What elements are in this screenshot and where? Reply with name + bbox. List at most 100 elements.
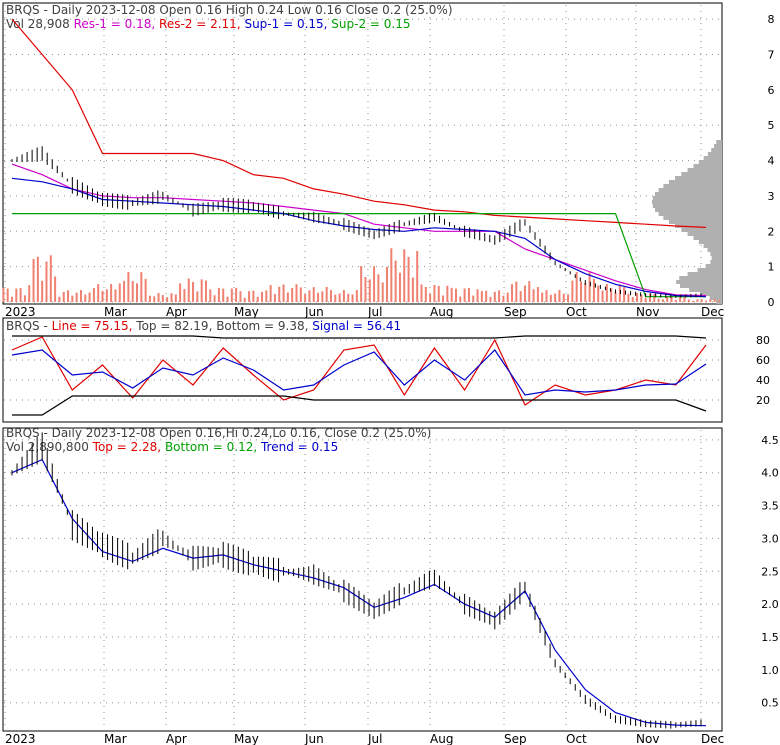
x-tick-label: Sep <box>504 732 527 745</box>
x-tick-label: Apr <box>166 732 187 745</box>
volume-bar <box>347 293 350 302</box>
volume-bar <box>424 286 427 302</box>
volume-bar <box>278 286 281 302</box>
y-tick-label: 1 <box>768 261 775 274</box>
volume-bar <box>610 288 613 302</box>
volume-bar <box>592 279 595 302</box>
volume-bar <box>36 256 39 302</box>
volume-bar <box>700 299 703 302</box>
volume-bar <box>528 281 531 302</box>
y-tick-label: 40 <box>756 374 770 387</box>
volume-bar <box>420 284 423 302</box>
x-tick-label: Jun <box>304 732 324 745</box>
legend-part: BRQS - Daily 2023-12-08 Open 0.16 High 0… <box>6 3 453 17</box>
volume-bar <box>549 294 552 302</box>
volume-bar <box>450 287 453 302</box>
volume-bar <box>532 289 535 302</box>
volume-bar <box>88 292 91 302</box>
x-tick-label: Jul <box>367 732 382 745</box>
volume-bar <box>304 294 307 302</box>
volume-bar <box>334 294 337 302</box>
x-tick-label: May <box>234 305 259 319</box>
y-tick-label: 6 <box>768 84 775 97</box>
legend-part: Trend = 0.15 <box>260 440 338 454</box>
volume-bar <box>84 294 87 302</box>
volume-bar <box>28 285 31 302</box>
panel-3-subtitle: Vol 2,890,800 Top = 2.28, Bottom = 0.12,… <box>6 440 338 454</box>
x-tick-label: Dec <box>701 732 724 745</box>
volume-bar <box>200 279 203 302</box>
x-tick-label: Mar <box>104 732 127 745</box>
volume-bar <box>342 290 345 302</box>
volume-bar <box>261 291 264 302</box>
volume-bar <box>554 293 557 302</box>
volume-bar <box>75 292 78 302</box>
volume-profile-bar <box>663 184 722 188</box>
volume-bar <box>657 298 660 302</box>
legend-part: Top = 82.19, <box>135 319 216 333</box>
volume-bar <box>308 290 311 302</box>
y-tick-label: 5 <box>768 119 775 132</box>
volume-bar <box>256 296 259 302</box>
volume-bar <box>605 284 608 302</box>
volume-bar <box>329 290 332 302</box>
volume-bar <box>97 284 100 302</box>
series-line-signal <box>11 349 707 396</box>
volume-bar <box>23 295 26 302</box>
volume-bar <box>623 287 626 302</box>
volume-bar <box>709 299 712 302</box>
y-tick-label: 2.0 <box>761 598 779 611</box>
volume-bar <box>360 266 363 302</box>
volume-bar <box>511 284 514 302</box>
volume-bar <box>355 290 358 302</box>
series-line-bottom <box>12 395 707 416</box>
volume-profile-bar <box>652 200 722 204</box>
volume-bar <box>661 299 664 302</box>
volume-bar <box>614 292 617 302</box>
y-tick-label: 8 <box>768 13 775 26</box>
volume-profile-bar <box>668 180 722 184</box>
volume-bar <box>351 294 354 302</box>
x-tick-label: Oct <box>566 732 587 745</box>
y-tick-label: 4.0 <box>761 467 779 480</box>
volume-profile-bar <box>703 156 722 160</box>
volume-profile-bar <box>663 216 722 220</box>
x-tick-label: 2023 <box>5 305 36 319</box>
volume-bar <box>705 300 707 302</box>
volume-bar <box>179 283 182 302</box>
volume-bar <box>407 256 410 302</box>
volume-bar <box>49 255 52 302</box>
volume-bar <box>45 261 48 302</box>
x-tick-label: Sep <box>504 305 527 319</box>
y-tick-label: 4 <box>768 155 775 168</box>
volume-bar <box>696 299 699 302</box>
volume-bar <box>19 287 22 302</box>
volume-bar <box>433 284 436 302</box>
volume-bar <box>398 272 401 302</box>
panel-1-subtitle: Vol 28,908 Res-1 = 0.18, Res-2 = 2.11, S… <box>6 17 411 31</box>
volume-bar <box>11 296 13 302</box>
volume-bar <box>463 288 466 302</box>
volume-bar <box>618 284 621 302</box>
volume-bar <box>601 290 604 302</box>
volume-bar <box>567 294 570 302</box>
volume-bar <box>299 287 302 302</box>
series-line-sup-2 <box>12 213 706 298</box>
volume-bar <box>579 281 582 302</box>
volume-bar <box>467 287 470 302</box>
legend-part: Line = 75.15, <box>52 319 137 333</box>
volume-bar <box>541 292 544 302</box>
y-tick-label: 80 <box>756 334 770 347</box>
grid-layer <box>4 5 722 729</box>
volume-bar <box>92 288 95 302</box>
volume-bar <box>54 276 57 302</box>
x-tick-label: Mar <box>104 305 127 319</box>
volume-bar <box>338 293 341 302</box>
volume-bar <box>493 291 496 302</box>
volume-bar <box>110 284 113 302</box>
series-line-top <box>12 335 707 339</box>
volume-bar <box>627 293 630 302</box>
volume-bar <box>403 249 406 302</box>
legend-part: Res-1 = 0.18, <box>74 17 159 31</box>
volume-bar <box>123 280 126 302</box>
